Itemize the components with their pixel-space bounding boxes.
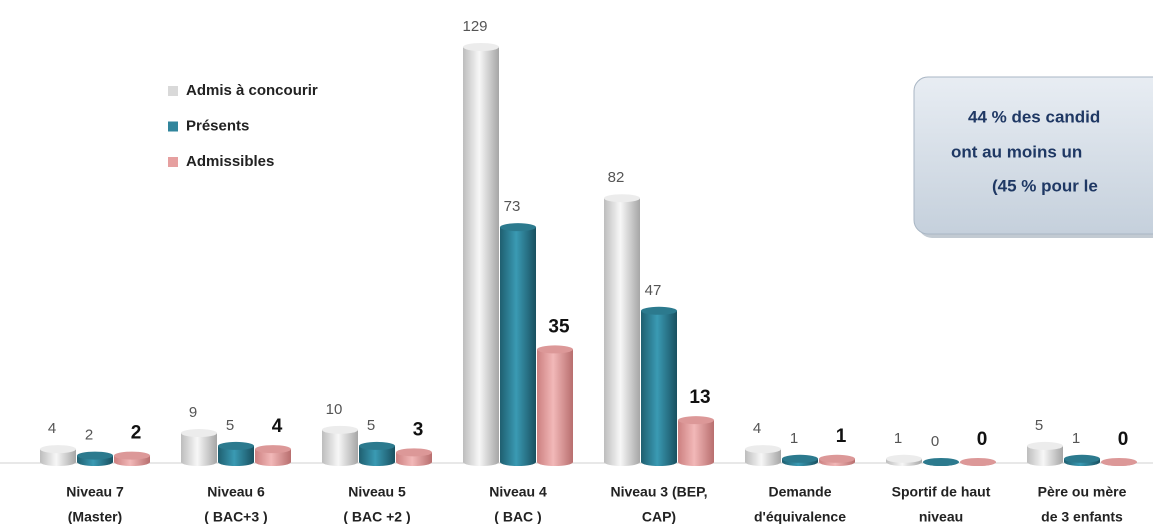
bar-top — [322, 425, 358, 434]
legend-label: Présents — [186, 117, 249, 134]
bar-top — [923, 458, 959, 466]
x-tick-label: Père ou mère — [1038, 484, 1127, 500]
legend-swatch — [168, 86, 178, 96]
callout-text: 44 % des candid — [968, 107, 1100, 126]
value-label: 10 — [326, 401, 343, 418]
x-tick-label: niveau — [919, 509, 963, 524]
bar — [181, 433, 217, 466]
value-label: 9 — [189, 404, 197, 421]
value-label: 47 — [645, 282, 662, 299]
bar — [641, 310, 677, 466]
bar-top — [745, 445, 781, 454]
bar-top — [114, 451, 150, 460]
value-label: 0 — [977, 429, 988, 450]
bar-top — [396, 448, 432, 457]
callout-text: ont au moins un — [951, 142, 1082, 161]
bar — [604, 198, 640, 467]
bar-top — [255, 445, 291, 454]
bar-top — [40, 445, 76, 454]
legend-swatch — [168, 157, 178, 167]
bar-top — [218, 441, 254, 450]
bar-top — [819, 454, 855, 463]
bar-top — [181, 429, 217, 438]
bar — [322, 429, 358, 466]
value-label: 35 — [548, 316, 570, 337]
value-label: 5 — [367, 417, 375, 434]
x-tick-label: ( BAC ) — [494, 509, 541, 524]
value-label: 2 — [131, 423, 142, 444]
value-label: 5 — [226, 417, 234, 434]
x-tick-label: d'équivalence — [754, 509, 846, 524]
bar — [40, 449, 76, 466]
value-label: 1 — [790, 430, 798, 447]
x-tick-label: Sportif de haut — [892, 484, 991, 500]
x-tick-label: ( BAC +2 ) — [343, 509, 410, 524]
bar-top — [604, 194, 640, 203]
value-label: 1 — [894, 430, 902, 447]
value-label: 4 — [753, 420, 761, 437]
x-tick-label: Niveau 6 — [207, 484, 265, 500]
value-label: 4 — [272, 416, 283, 437]
bar-top — [1101, 458, 1137, 466]
value-label: 0 — [931, 433, 939, 450]
bar — [463, 47, 499, 466]
value-label: 3 — [413, 419, 424, 440]
value-label: 2 — [85, 427, 93, 444]
value-label: 73 — [504, 198, 521, 215]
bar — [1027, 445, 1063, 466]
value-label: 82 — [608, 169, 625, 186]
legend-label: Admis à concourir — [186, 82, 318, 99]
bar — [218, 445, 254, 466]
bar-top — [463, 43, 499, 51]
value-label: 129 — [462, 18, 487, 35]
value-label: 1 — [836, 426, 847, 447]
value-label: 4 — [48, 420, 56, 437]
legend-label: Admissibles — [186, 153, 274, 170]
bar — [537, 349, 573, 466]
bar-top — [359, 441, 395, 450]
callout-box — [913, 76, 1153, 235]
bar-top — [886, 454, 922, 463]
legend-swatch — [168, 121, 178, 132]
x-tick-label: de 3 enfants — [1041, 509, 1123, 524]
x-tick-label: (Master) — [68, 509, 122, 524]
x-tick-label: Niveau 5 — [348, 484, 406, 500]
x-tick-label: Demande — [768, 484, 831, 500]
x-tick-label: Niveau 3 (BEP, — [610, 484, 707, 500]
bar-top — [960, 458, 996, 466]
x-tick-label: ( BAC+3 ) — [204, 509, 267, 524]
bar — [359, 445, 395, 466]
bar-top — [641, 306, 677, 315]
bar-top — [1064, 454, 1100, 463]
bar — [255, 449, 291, 466]
value-label: 1 — [1072, 430, 1080, 447]
x-tick-label: Niveau 7 — [66, 484, 124, 500]
bar-top — [77, 451, 113, 460]
bar-top — [1027, 441, 1063, 450]
bar-top — [782, 454, 818, 463]
bar — [500, 227, 536, 466]
bar-top — [537, 345, 573, 354]
value-label: 0 — [1118, 429, 1129, 450]
bar-top — [678, 416, 714, 425]
callout-text: (45 % pour le — [992, 176, 1098, 195]
bar — [678, 420, 714, 466]
value-label: 13 — [689, 387, 710, 408]
x-tick-label: Niveau 4 — [489, 484, 547, 500]
bar-top — [500, 223, 536, 232]
value-label: 5 — [1035, 417, 1043, 434]
x-tick-label: CAP) — [642, 509, 676, 524]
bar — [745, 449, 781, 466]
